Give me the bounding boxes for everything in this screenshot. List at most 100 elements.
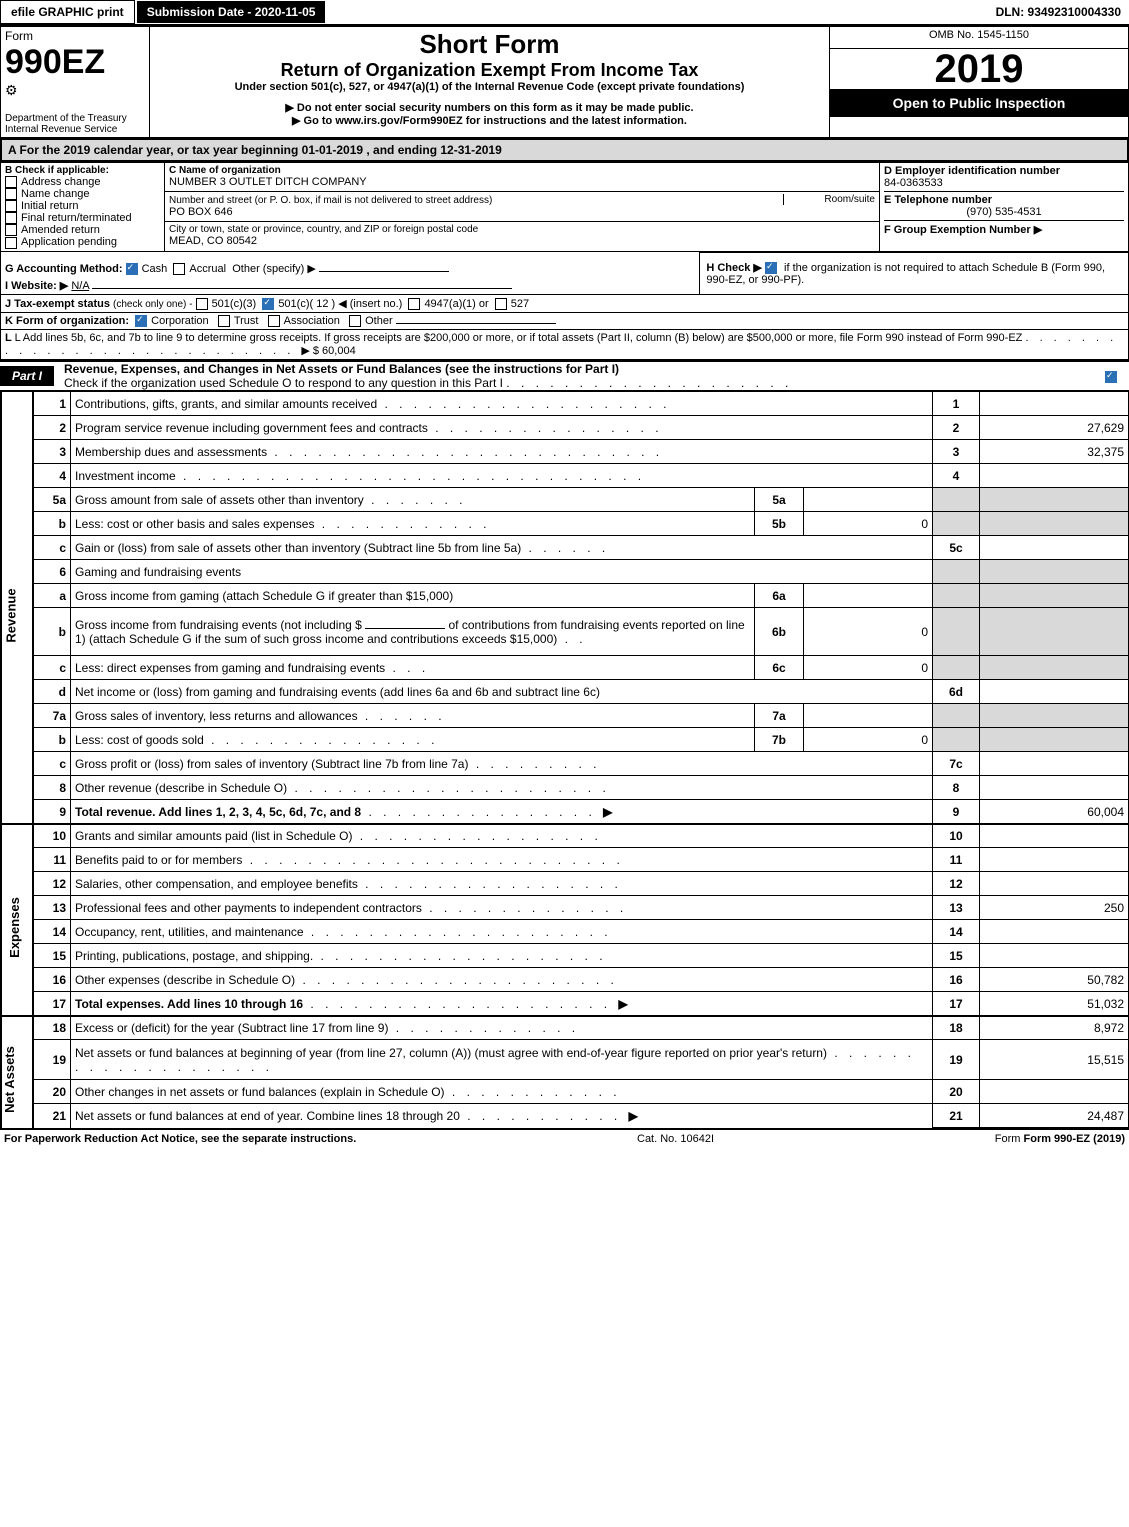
part1-lines-table: Revenue 1 Contributions, gifts, grants, …	[0, 391, 1129, 1128]
line9-num: 9	[33, 800, 71, 824]
final-return-check[interactable]	[5, 212, 17, 224]
line6b-blank[interactable]	[365, 628, 445, 629]
line5a-mid: 5a	[755, 488, 804, 512]
addr-change-check[interactable]	[5, 176, 17, 188]
street-label: Number and street (or P. O. box, if mail…	[169, 195, 492, 206]
amended-check[interactable]	[5, 224, 17, 236]
line5c-val	[980, 536, 1129, 560]
footer-mid: Cat. No. 10642I	[637, 1133, 714, 1145]
efile-btn[interactable]: efile GRAPHIC print	[0, 0, 135, 24]
line7b-num: b	[33, 728, 71, 752]
dln: DLN: 93492310004330	[996, 5, 1129, 19]
line21-desc: Net assets or fund balances at end of ye…	[75, 1109, 460, 1123]
line6-num: 6	[33, 560, 71, 584]
info-block: B Check if applicable: Address change Na…	[0, 162, 1129, 252]
goto-text: ▶ Go to www.irs.gov/Form990EZ for instru…	[292, 115, 687, 127]
line3-desc: Membership dues and assessments	[75, 445, 267, 459]
f-group-label: F Group Exemption Number ▶	[884, 220, 1124, 236]
d-ein-label: D Employer identification number	[884, 165, 1124, 177]
j-501c: 501(c)( 12 ) ◀ (insert no.)	[278, 298, 402, 310]
line2-desc: Program service revenue including govern…	[75, 421, 428, 435]
line7b-desc: Less: cost of goods sold	[75, 733, 204, 747]
line7b-mid: 7b	[755, 728, 804, 752]
website-value: N/A	[71, 280, 89, 292]
k-other-check[interactable]	[349, 315, 361, 327]
h-check[interactable]	[765, 262, 777, 274]
omb-number: OMB No. 1545-1150	[834, 29, 1124, 41]
name-change-check[interactable]	[5, 188, 17, 200]
accrual-check[interactable]	[173, 263, 185, 275]
other-specify-lbl: Other (specify) ▶	[232, 263, 316, 275]
line19-box: 19	[933, 1040, 980, 1080]
form-label: Form	[5, 29, 145, 43]
line4-num: 4	[33, 464, 71, 488]
revenue-side-label: Revenue	[4, 588, 19, 642]
line12-box: 12	[933, 872, 980, 896]
k-assoc: Association	[284, 315, 340, 327]
arrow-icon: ▶	[603, 805, 612, 819]
line3-num: 3	[33, 440, 71, 464]
line12-num: 12	[33, 872, 71, 896]
line10-desc: Grants and similar amounts paid (list in…	[75, 829, 352, 843]
k-other-line	[396, 323, 556, 324]
line7a-desc: Gross sales of inventory, less returns a…	[75, 709, 358, 723]
part1-scho-check[interactable]	[1105, 371, 1117, 383]
line15-num: 15	[33, 944, 71, 968]
line13-val: 250	[980, 896, 1129, 920]
line21-val: 24,487	[980, 1104, 1129, 1128]
part1-title: Revenue, Expenses, and Changes in Net As…	[64, 362, 619, 376]
app-pending-check[interactable]	[5, 237, 17, 249]
k-trust: Trust	[234, 315, 259, 327]
phone-value: (970) 535-4531	[884, 206, 1124, 218]
k-other: Other	[365, 315, 393, 327]
k-corp-check[interactable]	[135, 315, 147, 327]
line6d-desc: Net income or (loss) from gaming and fun…	[75, 685, 600, 699]
addr-change-lbl: Address change	[21, 176, 101, 188]
line6b-mid: 6b	[755, 608, 804, 656]
app-pending-lbl: Application pending	[21, 236, 117, 248]
box-b-label: B Check if applicable:	[5, 165, 160, 176]
line6c-mid: 6c	[755, 656, 804, 680]
line6b-desc1: Gross income from fundraising events (no…	[75, 618, 362, 632]
j-4947-check[interactable]	[408, 298, 420, 310]
j-501c3-check[interactable]	[196, 298, 208, 310]
other-specify-field[interactable]	[319, 271, 449, 272]
dept-treasury: Department of the Treasury	[5, 113, 145, 124]
line6d-box: 6d	[933, 680, 980, 704]
website-line	[92, 288, 512, 289]
top-bar: efile GRAPHIC print Submission Date - 20…	[0, 0, 1129, 26]
line11-num: 11	[33, 848, 71, 872]
footer-left: For Paperwork Reduction Act Notice, see …	[4, 1133, 356, 1145]
short-form-title: Short Form	[154, 29, 825, 60]
k-corp: Corporation	[151, 315, 208, 327]
line15-val	[980, 944, 1129, 968]
k-assoc-check[interactable]	[268, 315, 280, 327]
line18-val: 8,972	[980, 1016, 1129, 1040]
tax-year: 2019	[830, 49, 1128, 89]
line9-desc: Total revenue. Add lines 1, 2, 3, 4, 5c,…	[75, 805, 361, 819]
line7c-desc: Gross profit or (loss) from sales of inv…	[75, 757, 468, 771]
line5c-box: 5c	[933, 536, 980, 560]
j-527-check[interactable]	[495, 298, 507, 310]
goto-link[interactable]: ▶ Go to www.irs.gov/Form990EZ for instru…	[154, 114, 825, 127]
initial-return-check[interactable]	[5, 200, 17, 212]
final-return-lbl: Final return/terminated	[21, 212, 132, 224]
seal-icon: ⚙	[5, 82, 145, 99]
org-name: NUMBER 3 OUTLET DITCH COMPANY	[169, 176, 875, 188]
line20-box: 20	[933, 1080, 980, 1104]
line18-num: 18	[33, 1016, 71, 1040]
j-note: (check only one) -	[113, 299, 192, 310]
line16-num: 16	[33, 968, 71, 992]
street-value: PO BOX 646	[169, 206, 875, 218]
line7b-midval: 0	[804, 728, 933, 752]
k-trust-check[interactable]	[218, 315, 230, 327]
j-501c-check[interactable]	[262, 298, 274, 310]
line19-val: 15,515	[980, 1040, 1129, 1080]
cash-check[interactable]	[126, 263, 138, 275]
footer-right: Form Form 990-EZ (2019)	[995, 1133, 1125, 1145]
line1-val	[980, 392, 1129, 416]
dept-irs: Internal Revenue Service	[5, 124, 145, 135]
line6c-desc: Less: direct expenses from gaming and fu…	[75, 661, 385, 675]
line13-num: 13	[33, 896, 71, 920]
arrow-icon: ▶	[618, 997, 627, 1011]
